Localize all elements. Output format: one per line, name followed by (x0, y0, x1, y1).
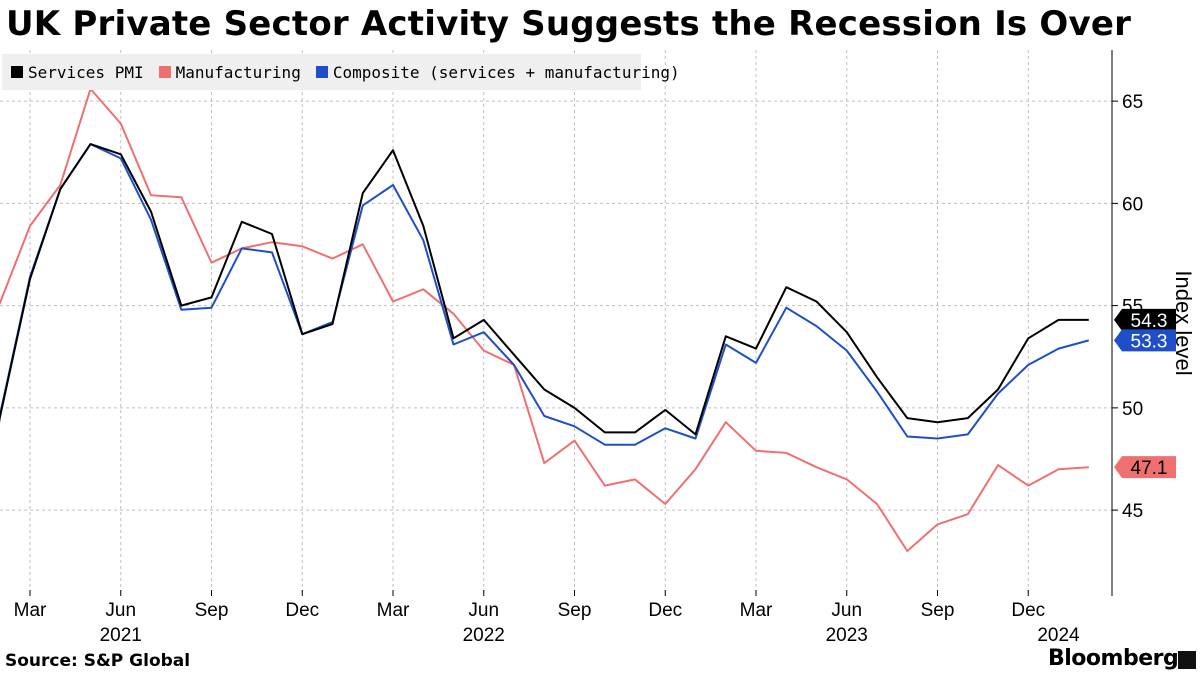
legend-swatch-composite (315, 66, 328, 78)
last-value-label-manufacturing: 47.1 (1131, 458, 1168, 479)
last-value-label-composite: 53.3 (1131, 331, 1168, 352)
x-year-label: 2022 (463, 625, 505, 646)
x-axis: Mar Jun Sep Dec Mar Jun Sep Dec Mar Jun Sep Dec 2021… (14, 590, 1080, 646)
bloomberg-terminal-icon (1178, 651, 1196, 669)
bloomberg-logo: Bloomberg (1048, 646, 1179, 671)
last-value-label-services: 54.3 (1131, 311, 1168, 332)
legend-label-services: Services PMI (28, 62, 144, 82)
x-tick-label: Dec (285, 600, 319, 621)
x-tick-label: Jun (105, 600, 136, 621)
x-tick-label: Jun (831, 600, 862, 621)
legend-swatch-services (11, 66, 23, 78)
x-year-label: 2024 (1037, 625, 1080, 646)
legend-item-services[interactable]: Services PMI (11, 63, 144, 82)
x-year-label: 2021 (100, 625, 142, 646)
legend-swatch-manufacturing (158, 66, 171, 78)
gridlines (0, 50, 1112, 596)
x-tick-label: Sep (921, 600, 955, 621)
x-tick-label: Dec (1011, 600, 1045, 621)
y-tick-label: 45 (1122, 501, 1143, 522)
legend: Services PMI Manufacturing Composite (se… (2, 54, 680, 90)
legend-item-manufacturing[interactable]: Manufacturing (158, 62, 301, 82)
legend-label-composite: Composite (services + manufacturing) (332, 62, 680, 82)
last-value-badges: 54.3 47.1 53.3 (1114, 308, 1176, 479)
x-tick-label: Dec (648, 600, 682, 621)
legend-item-composite[interactable]: Composite (services + manufacturing) (315, 62, 680, 82)
x-tick-label: Mar (377, 600, 410, 621)
series-lines (0, 87, 1090, 552)
chart-title: UK Private Sector Activity Suggests the … (6, 4, 1132, 44)
last-value-badge-manufacturing (1114, 456, 1176, 479)
last-value-badge-composite (1114, 329, 1176, 352)
x-tick-label: Sep (558, 600, 592, 621)
y-tick-label: 60 (1122, 194, 1143, 215)
y-tick-label: 50 (1122, 399, 1143, 420)
x-tick-label: Jun (468, 600, 499, 621)
source-note: Source: S&P Global (5, 651, 191, 671)
legend-label-manufacturing: Manufacturing (175, 62, 301, 82)
last-value-badge-services (1114, 308, 1176, 331)
x-tick-label: Sep (195, 600, 229, 621)
series-line-services (0, 143, 1089, 436)
series-line-manufacturing (0, 87, 1089, 552)
x-tick-label: Mar (740, 600, 773, 621)
x-year-label: 2023 (826, 625, 868, 646)
x-tick-label: Mar (14, 600, 47, 621)
y-tick-label: 65 (1122, 92, 1143, 113)
series-line-composite (0, 143, 1090, 446)
